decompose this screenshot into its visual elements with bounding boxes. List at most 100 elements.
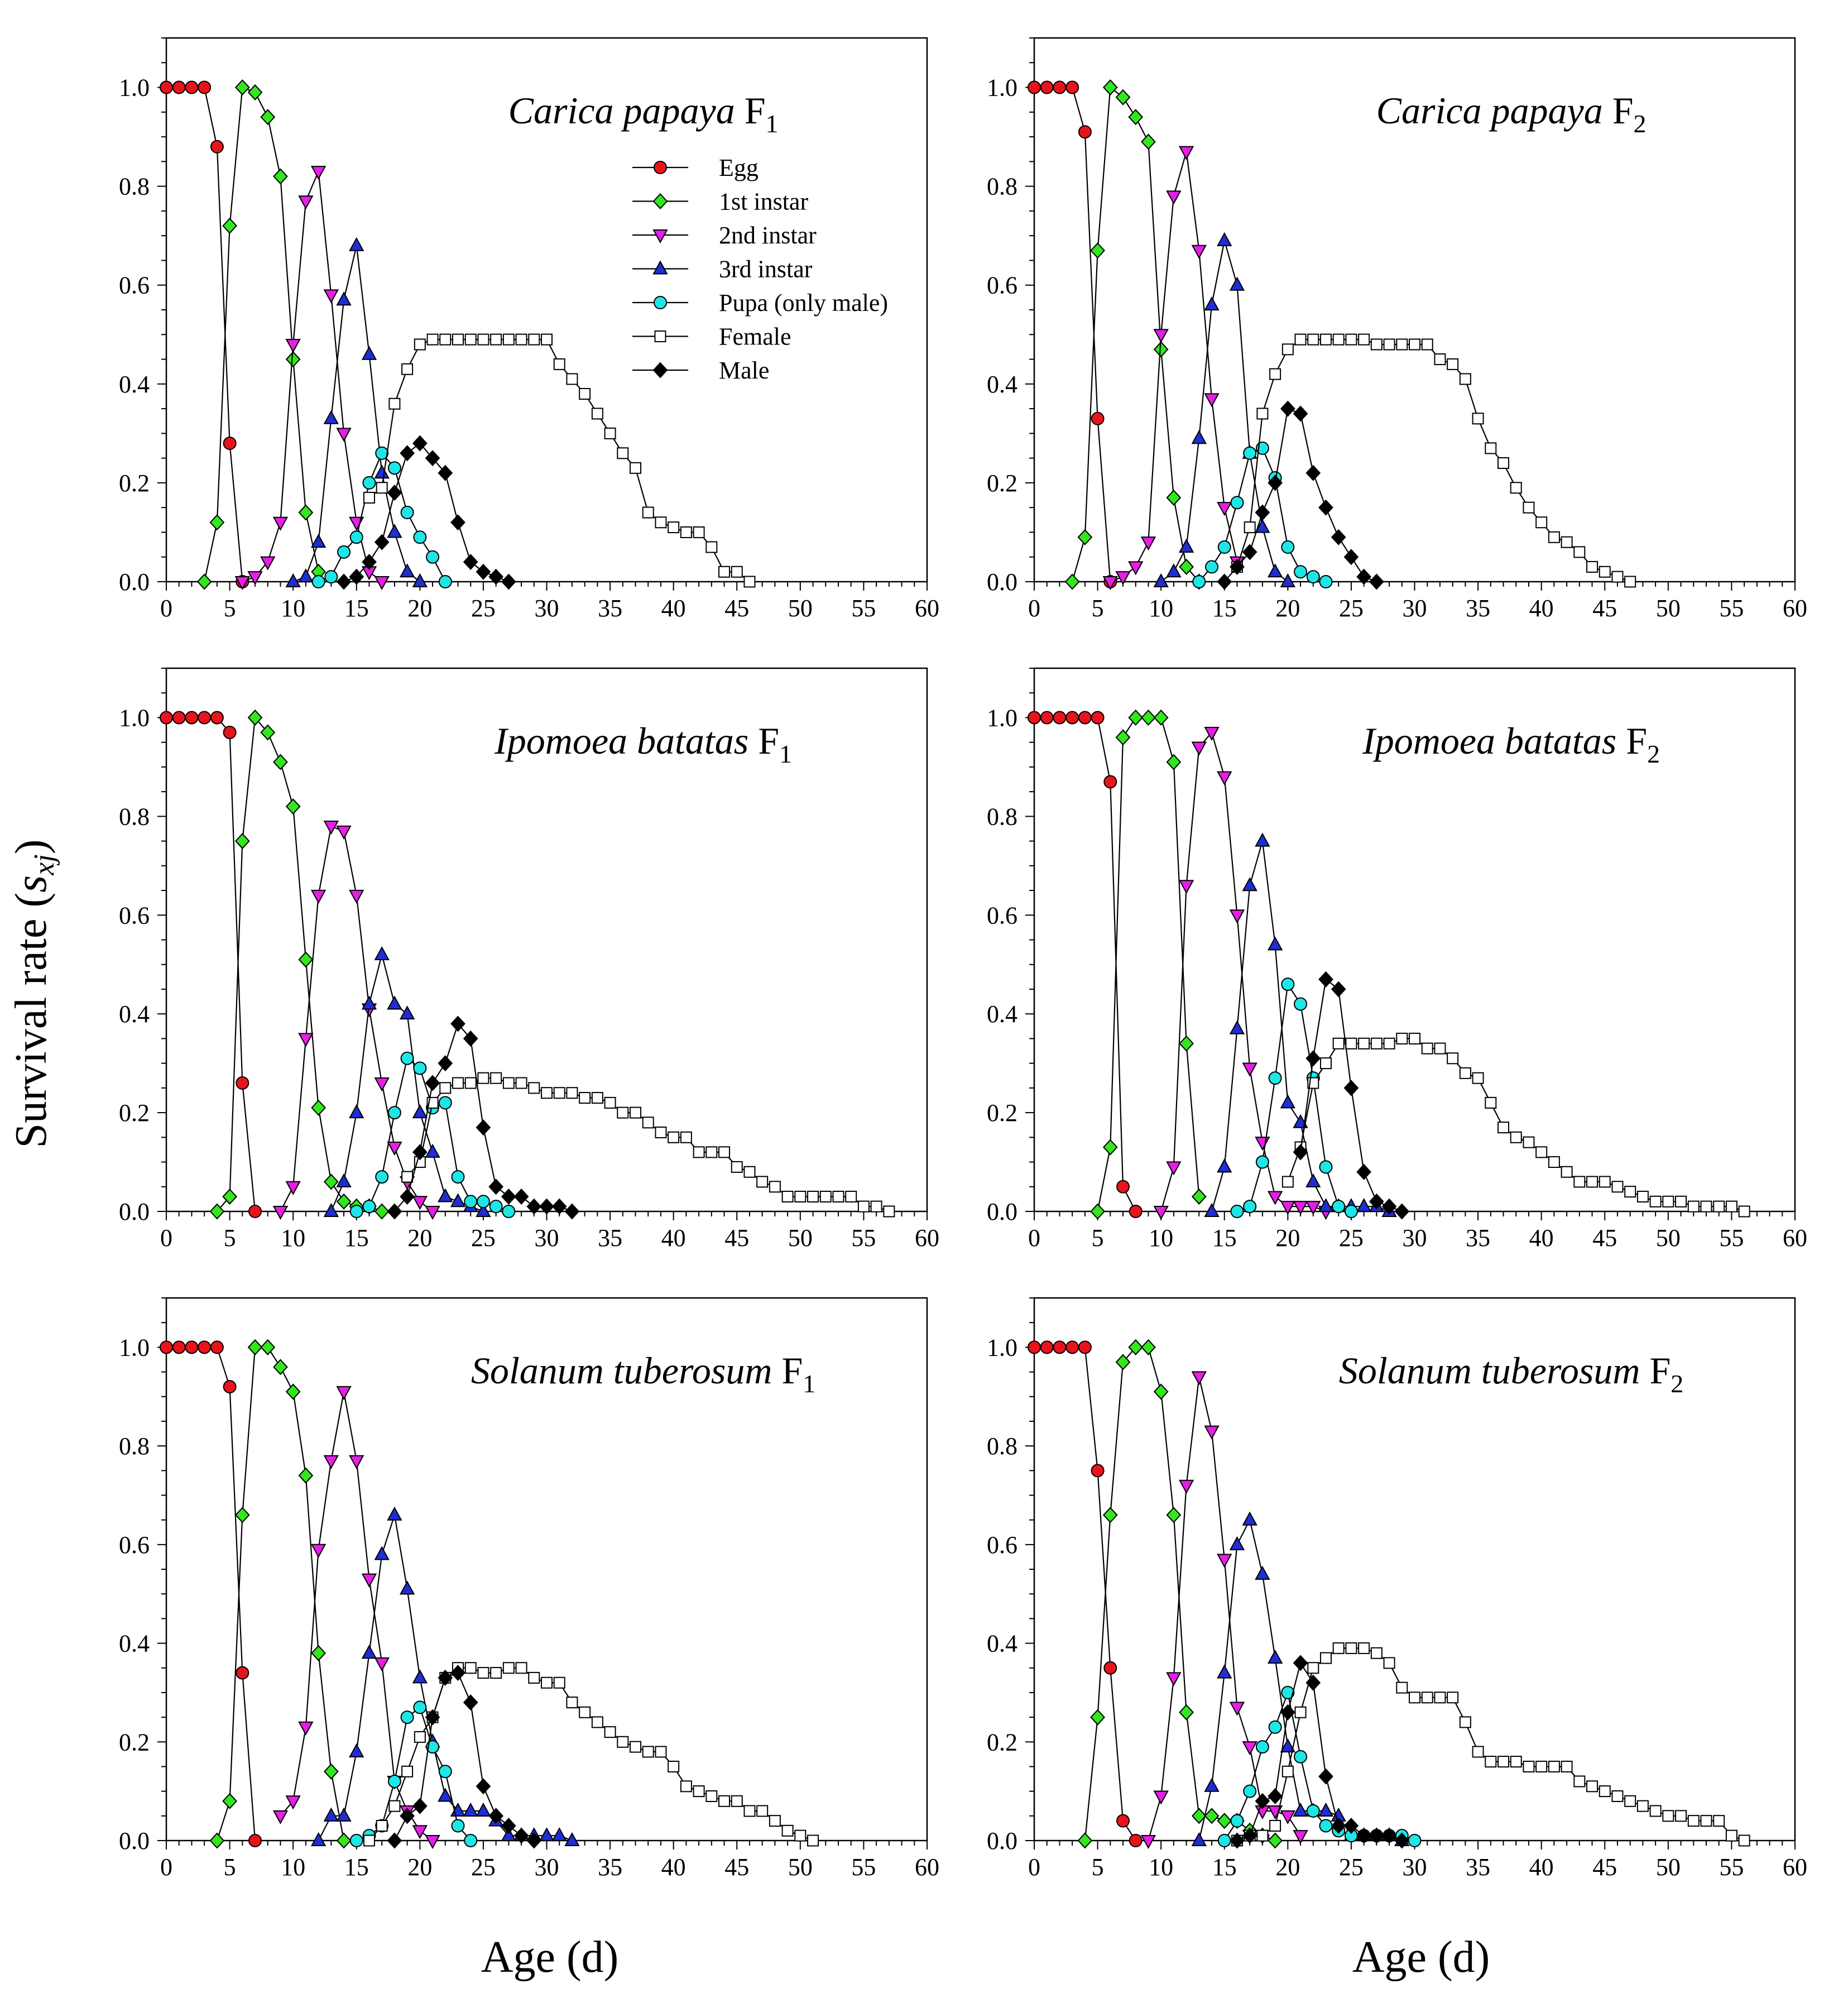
data-point [323, 1763, 339, 1780]
data-point [1561, 536, 1573, 548]
data-point [1153, 709, 1169, 726]
data-point [1128, 709, 1144, 726]
x-tick-label: 60 [1783, 1224, 1807, 1252]
data-point [1191, 1371, 1207, 1386]
data-point [1267, 1649, 1283, 1664]
data-point [1268, 1720, 1282, 1734]
data-point [361, 346, 377, 360]
data-point [541, 1087, 553, 1099]
x-axis-label-left: Age (d) [481, 1933, 619, 1982]
data-point [414, 1731, 426, 1743]
data-point [1573, 1775, 1586, 1788]
data-point [374, 576, 390, 591]
data-point [1255, 1155, 1269, 1169]
data-point [387, 524, 402, 538]
data-point [1294, 1706, 1307, 1718]
data-point [185, 80, 199, 94]
data-point [1281, 1685, 1295, 1699]
x-tick-label: 55 [851, 1853, 876, 1881]
y-tick-label: 0.4 [119, 371, 150, 398]
panel-title: Ipomoea batatas F2 [1362, 720, 1660, 768]
x-tick-label: 60 [1783, 595, 1807, 622]
x-tick-label: 50 [788, 595, 813, 622]
panel-title-generation: F [745, 89, 766, 132]
data-point [273, 1359, 288, 1376]
data-point [1586, 560, 1599, 573]
data-point [198, 1340, 212, 1354]
data-point [1700, 1815, 1712, 1827]
data-point [1573, 1176, 1586, 1188]
data-point [1229, 276, 1245, 291]
y-tick-label: 0.4 [987, 1000, 1017, 1028]
series-3rd-instar [310, 1506, 580, 1846]
y-tick-label: 0.2 [119, 1728, 150, 1756]
data-point [743, 576, 756, 588]
data-point [414, 338, 426, 351]
y-tick-label: 0.8 [119, 803, 150, 830]
y-tick-label: 1.0 [987, 704, 1017, 731]
panel-title-species: Carica papaya [508, 89, 745, 132]
data-point [1358, 1642, 1370, 1654]
data-point [451, 1170, 465, 1184]
series-2nd-instar [1140, 1371, 1308, 1850]
data-point [794, 1190, 807, 1202]
data-point [285, 1181, 301, 1195]
panel-solanum-tuberosum-f1: 0 5 10 15 20 25 30 35 40 45 50 55 60 0.0 0.2 0.4 0.6 0.8 1… [119, 1297, 939, 1881]
data-point [336, 1386, 352, 1400]
data-point [310, 166, 327, 180]
data-point [1459, 373, 1471, 385]
x-tick-label: 5 [1092, 1224, 1104, 1252]
data-point [642, 1746, 654, 1758]
data-point [502, 1662, 515, 1674]
x-tick-label: 35 [598, 595, 622, 622]
data-point [566, 373, 578, 385]
data-point [502, 1205, 516, 1218]
data-point [1472, 1072, 1484, 1084]
x-tick-label: 5 [224, 595, 236, 622]
data-point [234, 576, 250, 591]
data-point [579, 388, 591, 400]
data-point [1319, 1057, 1332, 1070]
data-point [363, 1834, 375, 1847]
data-point [617, 1736, 629, 1748]
data-point [464, 1834, 478, 1847]
data-point [1307, 1662, 1319, 1674]
data-point [438, 1788, 453, 1802]
data-point [883, 1205, 895, 1218]
data-point [1217, 1813, 1232, 1829]
data-point [387, 1832, 402, 1849]
data-point [1129, 1205, 1143, 1218]
legend-label: Female [719, 323, 791, 351]
data-point [845, 1190, 857, 1202]
data-point [1332, 333, 1345, 346]
x-tick-label: 45 [1592, 1853, 1617, 1881]
x-tick-label: 40 [661, 1853, 686, 1881]
data-point [375, 446, 389, 460]
y-tick-label: 0.0 [119, 1827, 150, 1855]
series-1st-instar [209, 1339, 352, 1849]
data-point [1675, 1195, 1687, 1208]
x-tick-label: 50 [788, 1224, 813, 1252]
data-point [1028, 1340, 1041, 1354]
series-line [1237, 982, 1352, 1213]
data-point [501, 1818, 516, 1834]
series-pupa-only-male [1192, 441, 1333, 588]
data-point [551, 1198, 567, 1215]
data-point [1028, 711, 1041, 725]
panel-title-subscript: 1 [803, 1369, 815, 1398]
data-point [1383, 1037, 1395, 1050]
data-point [553, 1676, 565, 1689]
data-point [1319, 575, 1333, 588]
data-point [1078, 711, 1092, 725]
panel-title: Ipomoea batatas F1 [494, 720, 792, 768]
data-point [1242, 544, 1257, 560]
x-tick-label: 30 [535, 1224, 559, 1252]
data-point [477, 1667, 489, 1679]
data-point [705, 1790, 718, 1802]
data-point [541, 333, 553, 346]
legend-marker [654, 161, 667, 174]
data-point [400, 1710, 414, 1724]
data-point [400, 1188, 415, 1205]
data-point [247, 84, 263, 100]
